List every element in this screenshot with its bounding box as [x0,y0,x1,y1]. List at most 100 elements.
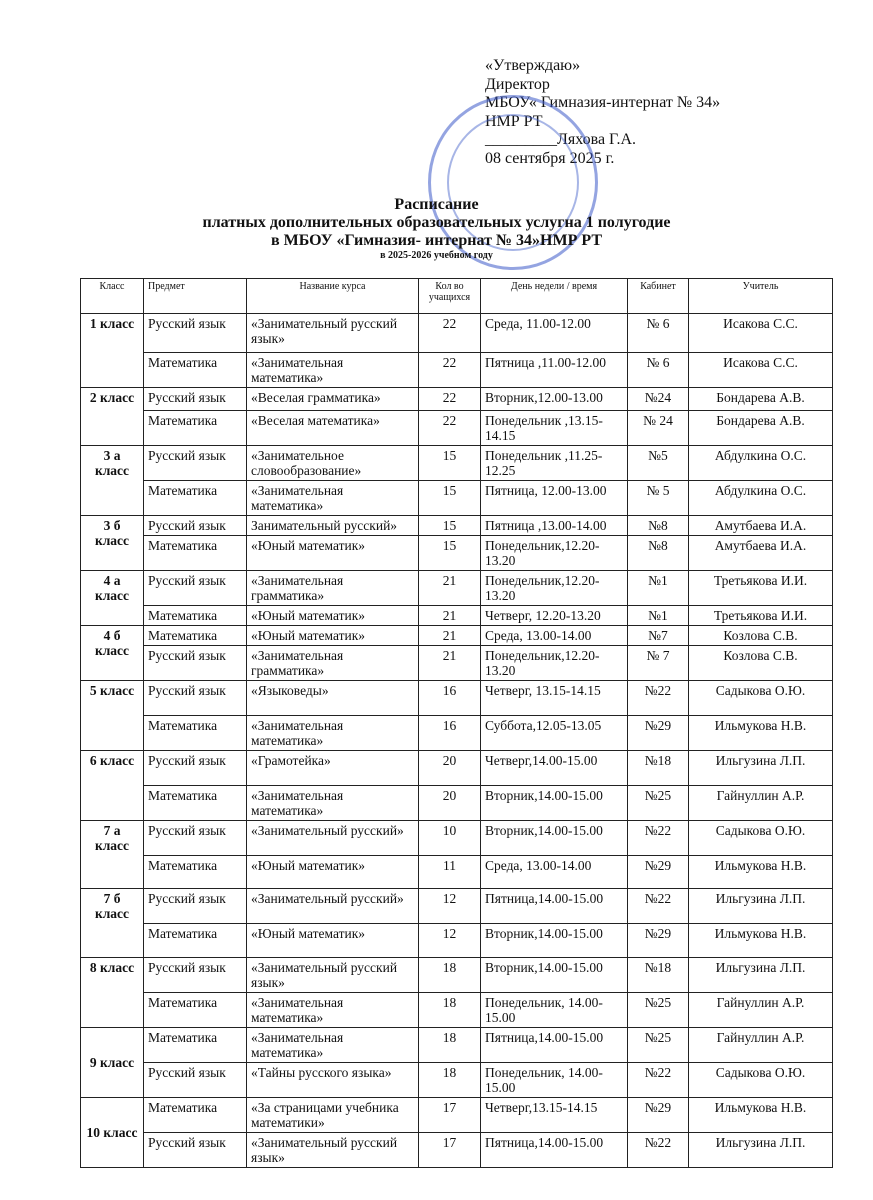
cell-class: 7 б класс [80,888,144,958]
table-row: Математика «Юный математик» 15 Понедельник,… [81,535,833,571]
cell-day-time: Вторник,14.00-15.00 [480,957,628,993]
cell-teacher: Садыкова О.Ю. [688,1062,833,1098]
cell-course: «Юный математик» [246,923,419,958]
table-row: Математика «Занимательная математика» 18 По… [81,992,833,1028]
cell-students: 10 [418,820,481,856]
cell-course: «Занимательный русский язык» [246,957,419,993]
cell-teacher: Козлова С.В. [688,645,833,681]
cell-students: 21 [418,625,481,646]
cell-students: 21 [418,645,481,681]
cell-course: «Занимательная грамматика» [246,570,419,606]
cell-class: 8 класс [80,957,144,1028]
cell-class: 7 а класс [80,820,144,889]
table-row: Математика «Занимательная математика» 16 Су… [81,715,833,751]
cell-subject: Математика [143,1027,247,1063]
cell-students: 22 [418,313,481,353]
cell-course: «Занимательный русский язык» [246,1132,419,1168]
cell-class: 4 а класс [80,570,144,626]
cell-room: №25 [627,992,689,1028]
header-course: Название курса [246,278,419,314]
cell-room: №22 [627,820,689,856]
cell-class: 9 класс [80,1027,144,1098]
cell-room: №29 [627,855,689,889]
cell-room: № 7 [627,645,689,681]
cell-subject: Русский язык [143,750,247,786]
cell-day-time: Четверг, 13.15-14.15 [480,680,628,716]
approval-position: Директор [485,75,550,93]
cell-subject: Русский язык [143,680,247,716]
cell-subject: Математика [143,480,247,516]
cell-room: №29 [627,923,689,958]
cell-course: «Занимательный русский» [246,888,419,924]
cell-course: «Занимательный русский язык» [246,313,419,353]
cell-course: «Юный математик» [246,855,419,889]
cell-day-time: Четверг, 12.20-13.20 [480,605,628,626]
table-row: 7 б класс Русский язык «Занимательный русс… [80,888,833,958]
cell-subject: Русский язык [143,515,247,536]
cell-students: 20 [418,750,481,786]
header-day-time: День недели / время [480,278,628,314]
cell-course: «Юный математик» [246,535,419,571]
header-teacher: Учитель [688,278,833,314]
cell-subject: Математика [143,410,247,446]
document-title: Расписание платных дополнительных образо… [0,196,873,262]
cell-teacher: Садыкова О.Ю. [688,820,833,856]
header-room: Кабинет [627,278,689,314]
cell-subject: Русский язык [143,645,247,681]
cell-teacher: Гайнуллин А.Р. [688,992,833,1028]
cell-teacher: Ильгузина Л.П. [688,750,833,786]
table-row: Математика «Занимательная математика» 22 Пя… [81,352,833,388]
table-row: Математика «Юный математик» 11 Среда, 13.00… [81,855,833,889]
cell-course: «Занимательный русский» [246,820,419,856]
table-row: Математика «Занимательная математика» 15 Пя… [81,480,833,516]
cell-course: «Занимательная математика» [246,785,419,821]
title-school: в МБОУ «Гимназия- интернат № 34»НМР РТ [270,232,603,249]
cell-room: №18 [627,957,689,993]
cell-course: «Занимательная математика» [246,992,419,1028]
cell-day-time: Четверг,14.00-15.00 [480,750,628,786]
cell-day-time: Пятница,14.00-15.00 [480,1027,628,1063]
cell-teacher: Ильмукова Н.В. [688,715,833,751]
cell-room: №1 [627,570,689,606]
cell-subject: Математика [143,625,247,646]
cell-day-time: Понедельник ,11.25-12.25 [480,445,628,481]
cell-course: «Занимательное словообразование» [246,445,419,481]
table-row: 9 класс Математика «Занимательная математи… [80,1027,833,1098]
cell-subject: Математика [143,535,247,571]
header-subject: Предмет [143,278,247,314]
cell-day-time: Четверг,13.15-14.15 [480,1097,628,1133]
cell-subject: Русский язык [143,1132,247,1168]
cell-course: «Грамотейка» [246,750,419,786]
cell-day-time: Понедельник,12.20-13.20 [480,645,628,681]
cell-room: №25 [627,785,689,821]
approval-line: «Утверждаю» [485,57,581,74]
cell-subject: Русский язык [143,820,247,856]
cell-teacher: Третьякова И.И. [688,570,833,606]
cell-students: 17 [418,1097,481,1133]
cell-subject: Русский язык [143,957,247,993]
cell-class: 3 а класс [80,445,144,516]
cell-course: «Юный математик» [246,605,419,626]
cell-day-time: Пятница,14.00-15.00 [480,888,628,924]
table-row: 3 б класс Русский язык Занимательный русск… [80,515,833,571]
cell-class: 1 класс [80,313,144,388]
table-row: 3 а класс Русский язык «Занимательное слов… [80,445,833,516]
cell-students: 15 [418,515,481,536]
cell-course: «Занимательная грамматика» [246,645,419,681]
cell-students: 18 [418,957,481,993]
table-row: Математика «Веселая математика» 22 Понедель… [81,410,833,446]
cell-day-time: Среда, 11.00-12.00 [480,313,628,353]
cell-students: 22 [418,387,481,411]
cell-day-time: Вторник,14.00-15.00 [480,785,628,821]
title-main: Расписание [394,196,479,213]
table-header: Класс Предмет Название курса Кол во учащихс… [80,278,833,314]
cell-day-time: Понедельник,12.20-13.20 [480,570,628,606]
table-row: Русский язык «Занимательный русский язык»… [81,1132,833,1168]
cell-room: №29 [627,1097,689,1133]
table-row: 10 класс Математика «За страницами учебник… [80,1097,833,1168]
cell-day-time: Понедельник, 14.00-15.00 [480,1062,628,1098]
cell-day-time: Понедельник, 14.00-15.00 [480,992,628,1028]
cell-subject: Математика [143,1097,247,1133]
cell-subject: Русский язык [143,570,247,606]
cell-room: № 6 [627,352,689,388]
